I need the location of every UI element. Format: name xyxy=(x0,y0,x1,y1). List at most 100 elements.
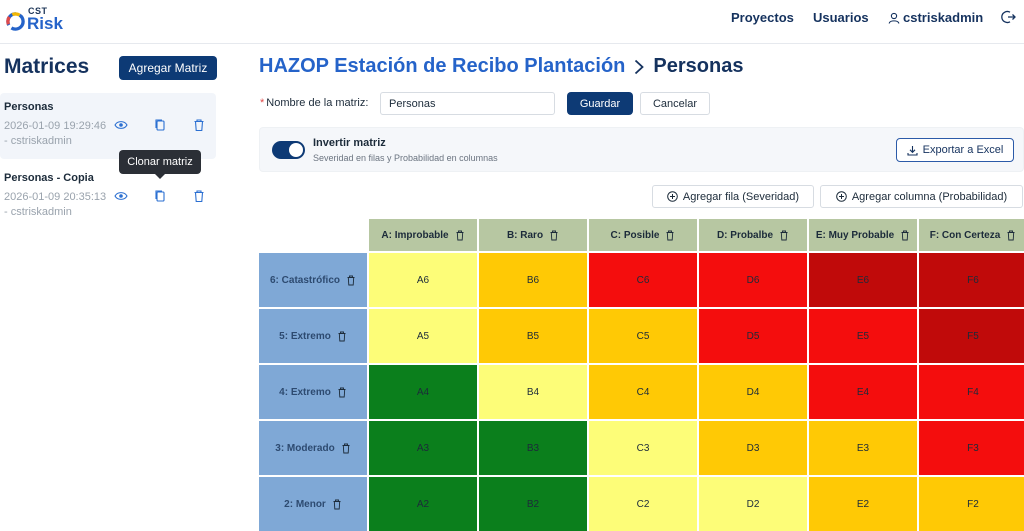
matrix-cell[interactable]: E6 xyxy=(809,253,917,307)
matrix-cell[interactable]: F5 xyxy=(919,309,1024,363)
clone-icon[interactable] xyxy=(153,189,167,203)
view-eye-icon[interactable] xyxy=(114,118,128,132)
matrix-column-header: E: Muy Probable xyxy=(809,219,917,251)
add-matrix-button[interactable]: Agregar Matriz xyxy=(119,56,217,80)
delete-trash-icon[interactable] xyxy=(337,331,347,342)
breadcrumb-project-link[interactable]: HAZOP Estación de Recibo Plantación xyxy=(259,55,626,77)
matrix-cell[interactable]: A4 xyxy=(369,365,477,419)
chevron-right-icon xyxy=(635,59,645,74)
matrix-name: Personas xyxy=(4,101,54,113)
delete-trash-icon[interactable] xyxy=(192,118,206,132)
user-icon xyxy=(888,12,900,24)
delete-trash-icon[interactable] xyxy=(549,230,559,241)
save-button[interactable]: Guardar xyxy=(567,92,633,115)
matrix-cell[interactable]: B6 xyxy=(479,253,587,307)
delete-trash-icon[interactable] xyxy=(341,443,351,454)
matrix-date: 2026-01-09 20:35:13 xyxy=(4,191,107,203)
invert-title: Invertir matriz xyxy=(313,137,386,149)
delete-trash-icon[interactable] xyxy=(779,230,789,241)
clone-icon[interactable] xyxy=(153,118,167,132)
matrix-cell[interactable]: D4 xyxy=(699,365,807,419)
logo-mark-icon xyxy=(6,12,25,31)
column-header-label: C: Posible xyxy=(610,229,660,241)
download-icon xyxy=(907,145,918,156)
row-header-label: 3: Moderado xyxy=(275,442,335,454)
delete-trash-icon[interactable] xyxy=(900,230,910,241)
column-header-label: F: Con Certeza xyxy=(929,229,1001,241)
matrix-cell[interactable]: F4 xyxy=(919,365,1024,419)
matrix-cell[interactable]: C6 xyxy=(589,253,697,307)
matrix-cell[interactable]: D6 xyxy=(699,253,807,307)
cancel-button[interactable]: Cancelar xyxy=(640,92,710,115)
logo-risk-text: Risk xyxy=(27,14,63,33)
matrix-cell[interactable]: D3 xyxy=(699,421,807,475)
matrix-cell[interactable]: C5 xyxy=(589,309,697,363)
matrix-cell[interactable]: B2 xyxy=(479,477,587,531)
column-header-label: B: Raro xyxy=(506,229,544,241)
matrix-date: 2026-01-09 19:29:46 xyxy=(4,120,107,132)
matrix-cell[interactable]: B4 xyxy=(479,365,587,419)
matrix-cell[interactable]: B3 xyxy=(479,421,587,475)
user-name: cstriskadmin xyxy=(903,10,984,25)
matrix-cell[interactable]: C2 xyxy=(589,477,697,531)
matrix-cell[interactable]: A5 xyxy=(369,309,477,363)
row-header-label: 5: Extremo xyxy=(279,330,331,342)
row-header-label: 4: Extremo xyxy=(279,386,331,398)
invert-matrix-toggle[interactable] xyxy=(272,141,305,159)
top-bar: CST Risk Proyectos Usuarios cstriskadmin xyxy=(0,0,1024,44)
delete-trash-icon[interactable] xyxy=(332,499,342,510)
matrix-cell[interactable]: C3 xyxy=(589,421,697,475)
breadcrumb: HAZOP Estación de Recibo Plantación Pers… xyxy=(259,55,743,78)
matrix-row-header: 5: Extremo xyxy=(259,309,367,363)
matrix-cell[interactable]: E3 xyxy=(809,421,917,475)
matrix-list-item[interactable]: Personas 2026-01-09 19:29:46 - cstriskad… xyxy=(0,93,216,159)
plus-circle-icon xyxy=(667,191,678,202)
matrix-column-header: A: Improbable xyxy=(369,219,477,251)
row-header-label: 6: Catastrófico xyxy=(269,274,340,286)
matrix-cell[interactable]: F2 xyxy=(919,477,1024,531)
matrix-cell[interactable]: D2 xyxy=(699,477,807,531)
matrix-cell[interactable]: F3 xyxy=(919,421,1024,475)
row-header-label: 2: Menor xyxy=(284,498,326,510)
delete-trash-icon[interactable] xyxy=(665,230,675,241)
matrix-cell[interactable]: E4 xyxy=(809,365,917,419)
delete-trash-icon[interactable] xyxy=(455,230,465,241)
delete-trash-icon[interactable] xyxy=(1006,230,1016,241)
matrix-cell[interactable]: A2 xyxy=(369,477,477,531)
matrix-cell[interactable]: C4 xyxy=(589,365,697,419)
matrix-cell[interactable]: E2 xyxy=(809,477,917,531)
nav-proyectos[interactable]: Proyectos xyxy=(731,10,794,25)
column-header-label: E: Muy Probable xyxy=(815,229,895,241)
delete-trash-icon[interactable] xyxy=(346,275,356,286)
matrix-column-header: F: Con Certeza xyxy=(919,219,1024,251)
column-header-label: D: Probalbe xyxy=(716,229,774,241)
matrix-cell[interactable]: A6 xyxy=(369,253,477,307)
column-header-label: A: Improbable xyxy=(381,229,449,241)
matrix-name-label: * Nombre de la matriz: xyxy=(260,97,369,109)
invert-subtitle: Severidad en filas y Probabilidad en col… xyxy=(313,153,498,163)
add-row-button[interactable]: Agregar fila (Severidad) xyxy=(652,185,814,208)
matrix-cell[interactable]: F6 xyxy=(919,253,1024,307)
matrix-cell[interactable]: A3 xyxy=(369,421,477,475)
matrix-author: - cstriskadmin xyxy=(4,206,72,218)
matrix-cell[interactable]: B5 xyxy=(479,309,587,363)
matrix-column-header: C: Posible xyxy=(589,219,697,251)
invert-matrix-panel: Invertir matriz Severidad en filas y Pro… xyxy=(259,127,1024,172)
logout-icon[interactable] xyxy=(1001,9,1017,25)
logo-cst-text: CST xyxy=(28,6,48,16)
matrix-name: Personas - Copia xyxy=(4,172,94,184)
delete-trash-icon[interactable] xyxy=(192,189,206,203)
matrix-row-header: 3: Moderado xyxy=(259,421,367,475)
cst-risk-logo[interactable]: CST Risk xyxy=(6,6,66,36)
matrix-cell[interactable]: E5 xyxy=(809,309,917,363)
breadcrumb-current: Personas xyxy=(653,55,744,77)
export-excel-button[interactable]: Exportar a Excel xyxy=(896,138,1014,162)
delete-trash-icon[interactable] xyxy=(337,387,347,398)
nav-user-profile[interactable]: cstriskadmin xyxy=(888,10,983,25)
add-column-button[interactable]: Agregar columna (Probabilidad) xyxy=(820,185,1023,208)
matrix-cell[interactable]: D5 xyxy=(699,309,807,363)
view-eye-icon[interactable] xyxy=(114,189,128,203)
matrix-list-item[interactable]: Personas - Copia 2026-01-09 20:35:13 - c… xyxy=(0,164,216,230)
matrix-name-input[interactable] xyxy=(380,92,555,115)
nav-usuarios[interactable]: Usuarios xyxy=(813,10,869,25)
